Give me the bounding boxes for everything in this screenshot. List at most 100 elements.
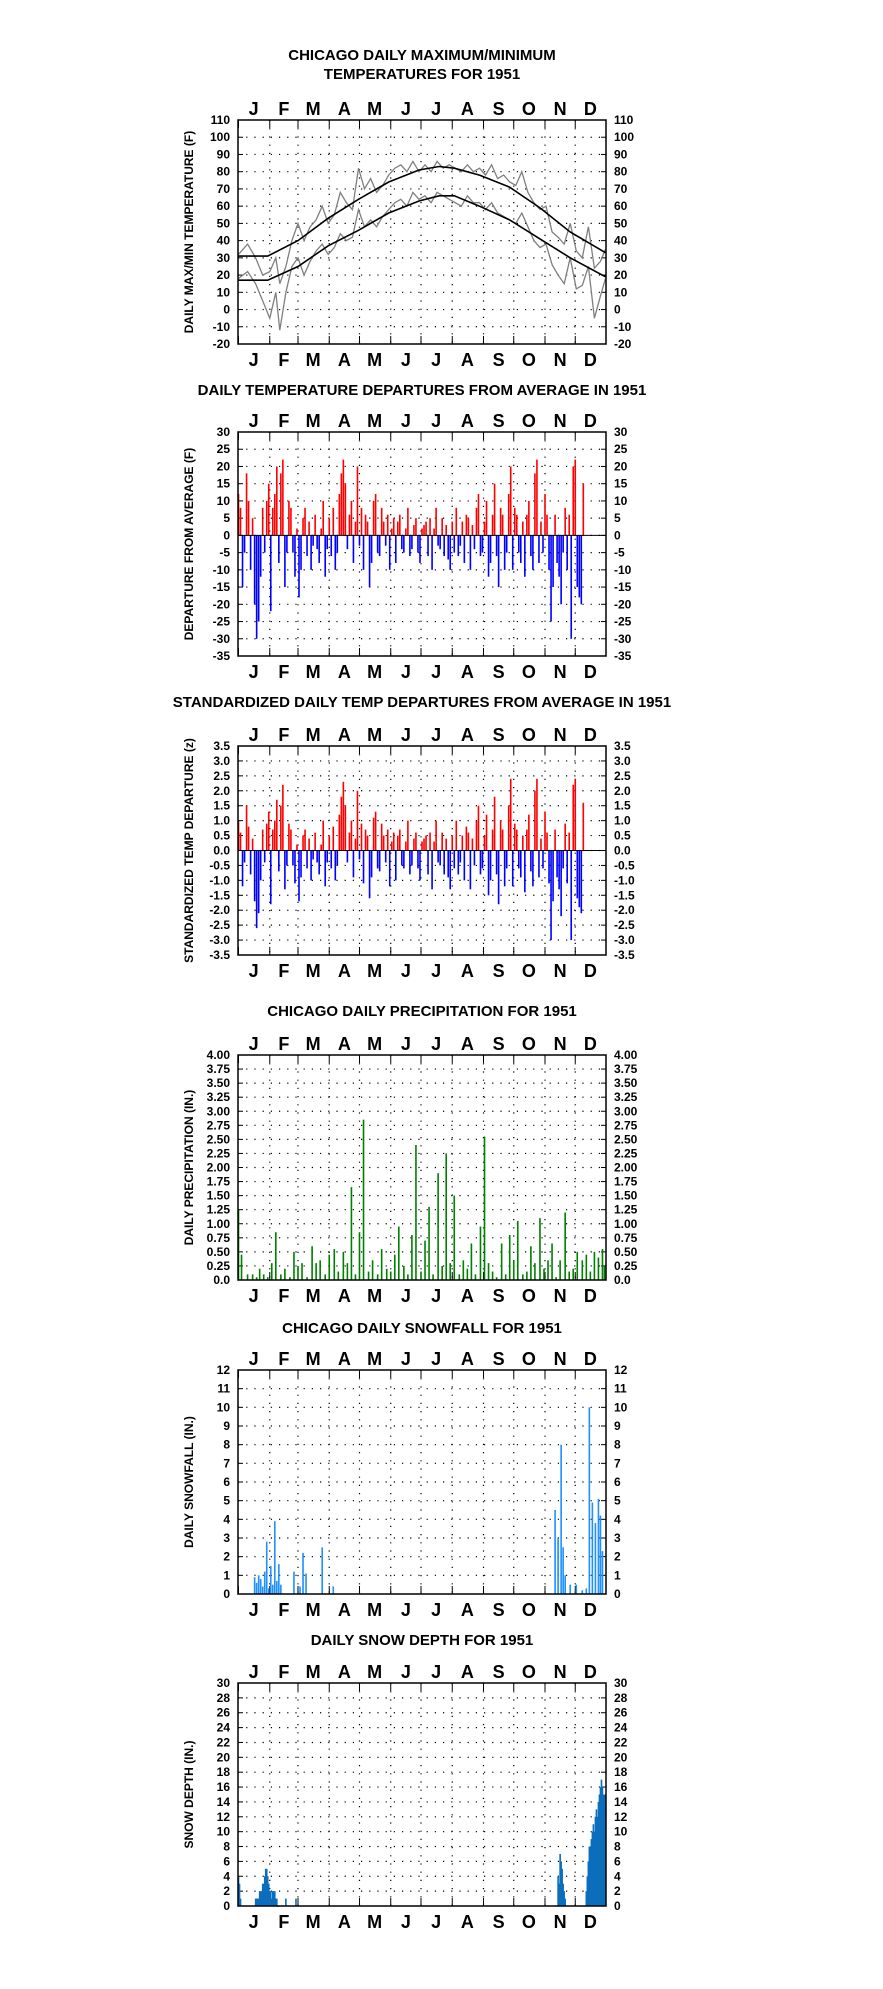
data-bar	[286, 535, 288, 553]
data-bar	[261, 1883, 264, 1906]
month-label-top: A	[338, 411, 351, 431]
data-bar	[267, 1588, 270, 1594]
y-tick-label-left: 2.00	[207, 1161, 231, 1175]
data-bar	[254, 1898, 257, 1906]
data-bar	[360, 507, 363, 536]
data-bar	[367, 1271, 370, 1280]
y-tick-label-right: -10	[614, 320, 632, 334]
data-bar	[432, 1274, 434, 1281]
data-bar	[358, 535, 361, 546]
data-bar	[520, 535, 522, 563]
y-tick-label-left: 2.75	[207, 1118, 231, 1132]
data-bar	[316, 535, 318, 550]
data-bar	[447, 535, 450, 560]
data-bar	[509, 466, 512, 536]
data-bar	[360, 823, 363, 851]
data-bar	[258, 1891, 261, 1906]
month-label-top: D	[584, 1662, 597, 1682]
y-tick-label-right: 14	[614, 1795, 628, 1809]
y-tick-label-right: 4.00	[614, 1048, 638, 1062]
data-bar	[260, 1891, 263, 1906]
data-bar	[371, 1260, 374, 1280]
data-bar	[530, 1246, 532, 1280]
data-bar	[487, 535, 490, 577]
y-tick-label-right: 30	[614, 425, 628, 439]
month-label-top: F	[278, 99, 289, 119]
y-tick-label-right: -3.0	[614, 933, 635, 947]
data-bar	[257, 850, 260, 914]
data-bar	[505, 850, 508, 869]
data-bar	[308, 521, 310, 536]
month-label-bottom: J	[401, 1600, 411, 1620]
month-label-top: M	[367, 1662, 382, 1682]
data-bar	[530, 850, 532, 872]
y-tick-label-right: 11	[614, 1382, 627, 1396]
data-bar	[265, 500, 268, 536]
data-bar	[526, 1271, 528, 1280]
data-bar	[354, 521, 357, 536]
data-bar	[479, 850, 482, 875]
y-tick-label-right: -30	[614, 632, 632, 646]
data-bar	[522, 521, 524, 536]
data-bar	[564, 1575, 566, 1594]
y-tick-label-left: 11	[217, 1382, 230, 1396]
data-bar	[271, 1891, 274, 1906]
y-tick-label-right: 12	[614, 1363, 628, 1377]
month-label-top: J	[249, 1034, 259, 1054]
data-bar	[346, 1263, 349, 1281]
data-bar	[564, 507, 566, 536]
y-tick-label-left: 2.5	[213, 769, 230, 783]
y-tick-label-left: -15	[213, 580, 231, 594]
y-tick-label-right: 80	[614, 165, 628, 179]
data-bar	[473, 850, 476, 866]
y-tick-label-left: 24	[217, 1721, 231, 1735]
month-label-bottom: A	[338, 350, 351, 370]
data-bar	[409, 535, 411, 557]
data-bar	[424, 1240, 426, 1281]
data-bar	[326, 850, 329, 863]
month-label-top: J	[431, 1034, 441, 1054]
data-bar	[574, 459, 577, 536]
month-label-bottom: A	[461, 1286, 474, 1306]
data-bar	[562, 850, 564, 869]
data-bar	[271, 1584, 274, 1594]
month-label-bottom: D	[584, 1600, 597, 1620]
data-bar	[264, 1868, 267, 1906]
data-bar	[461, 521, 464, 536]
y-tick-label-right: 20	[614, 459, 628, 473]
data-bar	[479, 1226, 482, 1280]
data-bar	[276, 1898, 278, 1906]
month-label-bottom: A	[461, 1912, 474, 1932]
data-bar	[591, 1831, 594, 1906]
month-label-bottom: J	[401, 662, 411, 682]
month-label-bottom: J	[431, 961, 441, 981]
data-bar	[473, 535, 476, 550]
y-tick-label-right: 30	[614, 1676, 628, 1690]
y-tick-label-right: 3.50	[614, 1076, 638, 1090]
data-bar	[453, 1195, 456, 1281]
data-bar	[407, 507, 409, 536]
y-tick-label-left: 30	[217, 251, 231, 265]
data-bar	[276, 466, 278, 536]
y-tick-label-right: 25	[614, 442, 628, 456]
month-label-bottom: J	[401, 350, 411, 370]
y-tick-label-left: 7	[223, 1456, 230, 1470]
data-bar	[560, 850, 562, 917]
data-bar	[557, 1538, 559, 1594]
data-bar	[599, 1787, 602, 1906]
data-bar	[493, 796, 496, 851]
data-bar	[302, 1552, 304, 1594]
data-bar	[278, 850, 280, 872]
month-label-bottom: O	[522, 350, 536, 370]
data-bar	[443, 535, 445, 557]
y-tick-label-left: 110	[211, 113, 231, 127]
month-label-bottom: J	[249, 961, 259, 981]
data-bar	[374, 811, 377, 851]
y-tick-label-left: 40	[217, 234, 231, 248]
data-bar	[390, 528, 393, 536]
plot-frame	[237, 1054, 607, 1281]
plot-frame	[237, 431, 607, 657]
month-label-bottom: J	[249, 1600, 259, 1620]
data-bar	[465, 514, 468, 536]
data-bar	[562, 535, 564, 553]
